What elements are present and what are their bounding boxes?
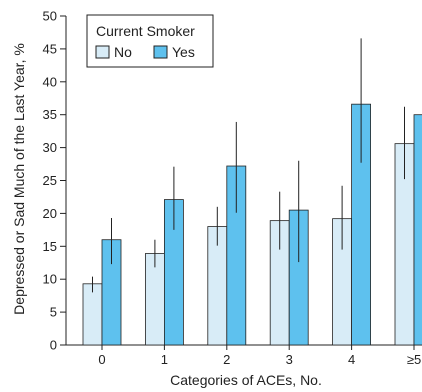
y-axis-ticks: 0 5 10 15 20 25 30 35 40 45 50	[43, 9, 66, 353]
x-tick-label: 4	[348, 352, 355, 367]
legend-label-yes: Yes	[172, 44, 195, 60]
y-tick-label: 50	[43, 9, 57, 24]
y-tick-label: 0	[50, 338, 57, 353]
y-tick-label: 45	[43, 41, 57, 56]
y-tick-label: 10	[43, 272, 57, 287]
x-tick-label: ≥5	[407, 352, 421, 367]
legend-swatch-yes	[153, 45, 168, 59]
x-axis-title: Categories of ACEs, No.	[170, 372, 322, 388]
y-tick-label: 15	[43, 239, 57, 254]
x-tick-label: 3	[286, 352, 293, 367]
y-tick-label: 40	[43, 74, 57, 89]
legend-title: Current Smoker	[96, 23, 195, 39]
legend-label-no: No	[114, 44, 132, 60]
x-axis-ticks: 0 1 2 3 4 ≥5	[98, 345, 421, 367]
y-tick-label: 25	[43, 173, 57, 188]
x-tick-label: 2	[223, 352, 230, 367]
y-axis-title: Depressed or Sad Much of the Last Year, …	[11, 43, 27, 315]
legend-swatch-no	[95, 45, 110, 59]
legend: Current Smoker No Yes	[86, 14, 214, 68]
x-tick-label: 0	[98, 352, 105, 367]
y-tick-label: 30	[43, 140, 57, 155]
y-tick-label: 5	[50, 305, 57, 320]
bars	[82, 103, 422, 346]
bar-yes-5	[413, 114, 422, 346]
x-tick-label: 1	[161, 352, 168, 367]
error-bars	[92, 38, 405, 293]
y-tick-label: 20	[43, 206, 57, 221]
y-tick-label: 35	[43, 107, 57, 122]
bar-no-0	[82, 283, 103, 346]
